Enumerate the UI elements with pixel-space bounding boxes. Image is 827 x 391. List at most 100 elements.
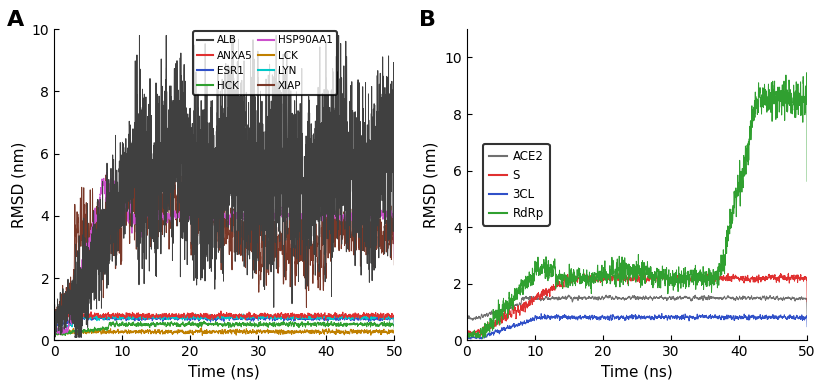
LYN bbox=[108, 316, 118, 320]
XIAP bbox=[390, 262, 399, 267]
RdRp bbox=[478, 336, 488, 341]
XIAP bbox=[194, 214, 204, 219]
ESR1 bbox=[108, 315, 118, 320]
ALB bbox=[179, 257, 189, 262]
ACE2 bbox=[601, 293, 611, 298]
RdRp bbox=[501, 298, 511, 303]
HSP90AA1 bbox=[390, 256, 399, 260]
LYN bbox=[194, 317, 204, 321]
3CL bbox=[521, 320, 531, 325]
ESR1 bbox=[49, 329, 59, 334]
S bbox=[759, 276, 769, 281]
HCK bbox=[88, 329, 98, 334]
Y-axis label: RMSD (nm): RMSD (nm) bbox=[11, 142, 26, 228]
ALB bbox=[194, 175, 204, 180]
Line: LCK: LCK bbox=[54, 328, 394, 336]
3CL bbox=[607, 317, 617, 322]
ACE2 bbox=[759, 294, 769, 299]
LCK bbox=[108, 332, 118, 336]
ALB bbox=[383, 95, 393, 100]
Line: S: S bbox=[467, 273, 807, 336]
RdRp bbox=[802, 179, 812, 184]
HCK bbox=[112, 319, 122, 323]
RdRp bbox=[593, 263, 603, 268]
Line: ESR1: ESR1 bbox=[54, 314, 394, 331]
ESR1 bbox=[194, 317, 204, 321]
ALB bbox=[88, 235, 98, 240]
RdRp bbox=[759, 95, 769, 100]
ALB bbox=[347, 136, 356, 141]
3CL bbox=[802, 324, 812, 329]
LCK bbox=[194, 328, 204, 333]
XIAP bbox=[179, 206, 189, 210]
Line: XIAP: XIAP bbox=[54, 154, 394, 330]
HSP90AA1 bbox=[108, 200, 118, 205]
RdRp bbox=[462, 333, 472, 337]
3CL bbox=[501, 326, 511, 331]
LCK bbox=[383, 332, 393, 336]
ESR1 bbox=[179, 317, 189, 321]
XIAP bbox=[347, 241, 356, 246]
ACE2 bbox=[462, 328, 472, 332]
LYN bbox=[347, 316, 356, 321]
XIAP bbox=[88, 230, 98, 235]
LCK bbox=[49, 334, 59, 338]
HSP90AA1 bbox=[102, 170, 112, 175]
3CL bbox=[657, 311, 667, 316]
ACE2 bbox=[592, 295, 602, 300]
Line: HCK: HCK bbox=[54, 321, 394, 337]
ESR1 bbox=[88, 316, 98, 320]
Line: HSP90AA1: HSP90AA1 bbox=[54, 172, 394, 337]
LCK bbox=[88, 329, 98, 334]
S bbox=[592, 279, 602, 284]
ANXA5 bbox=[49, 323, 59, 327]
LYN bbox=[383, 314, 393, 319]
LYN bbox=[179, 315, 189, 320]
ACE2 bbox=[501, 306, 511, 311]
RdRp bbox=[796, 79, 805, 84]
ACE2 bbox=[802, 313, 812, 318]
ANXA5 bbox=[390, 319, 399, 324]
ANXA5 bbox=[88, 312, 98, 317]
Legend: ALB, ANXA5, ESR1, HCK, HSP90AA1, LCK, LYN, XIAP: ALB, ANXA5, ESR1, HCK, HSP90AA1, LCK, LY… bbox=[194, 31, 337, 95]
S bbox=[802, 300, 812, 304]
ESR1 bbox=[383, 316, 393, 321]
ESR1 bbox=[346, 317, 356, 322]
3CL bbox=[796, 316, 805, 321]
ANXA5 bbox=[383, 313, 393, 317]
ANXA5 bbox=[108, 311, 118, 316]
ALB bbox=[390, 158, 399, 163]
LCK bbox=[347, 328, 356, 333]
ANXA5 bbox=[347, 313, 356, 318]
HSP90AA1 bbox=[383, 212, 393, 217]
3CL bbox=[462, 337, 472, 341]
Line: RdRp: RdRp bbox=[467, 73, 807, 338]
ESR1 bbox=[390, 323, 399, 328]
S bbox=[501, 313, 511, 318]
S bbox=[462, 334, 472, 338]
XIAP bbox=[184, 152, 194, 157]
LYN bbox=[190, 311, 200, 316]
S bbox=[521, 300, 531, 304]
ACE2 bbox=[607, 296, 617, 301]
LYN bbox=[390, 322, 399, 327]
Line: LYN: LYN bbox=[54, 314, 394, 334]
HCK bbox=[347, 321, 356, 326]
ALB bbox=[135, 33, 145, 38]
HSP90AA1 bbox=[179, 211, 189, 216]
ANXA5 bbox=[216, 308, 226, 313]
Line: ACE2: ACE2 bbox=[467, 295, 807, 330]
Text: B: B bbox=[419, 11, 437, 30]
ANXA5 bbox=[194, 315, 204, 320]
XIAP bbox=[108, 202, 118, 207]
ESR1 bbox=[359, 312, 369, 317]
S bbox=[624, 270, 634, 275]
Line: 3CL: 3CL bbox=[467, 314, 807, 339]
HCK bbox=[49, 335, 59, 340]
S bbox=[607, 278, 617, 283]
Text: A: A bbox=[7, 11, 24, 30]
3CL bbox=[593, 317, 603, 322]
HSP90AA1 bbox=[194, 213, 204, 218]
LCK bbox=[179, 330, 189, 335]
ALB bbox=[108, 213, 118, 217]
